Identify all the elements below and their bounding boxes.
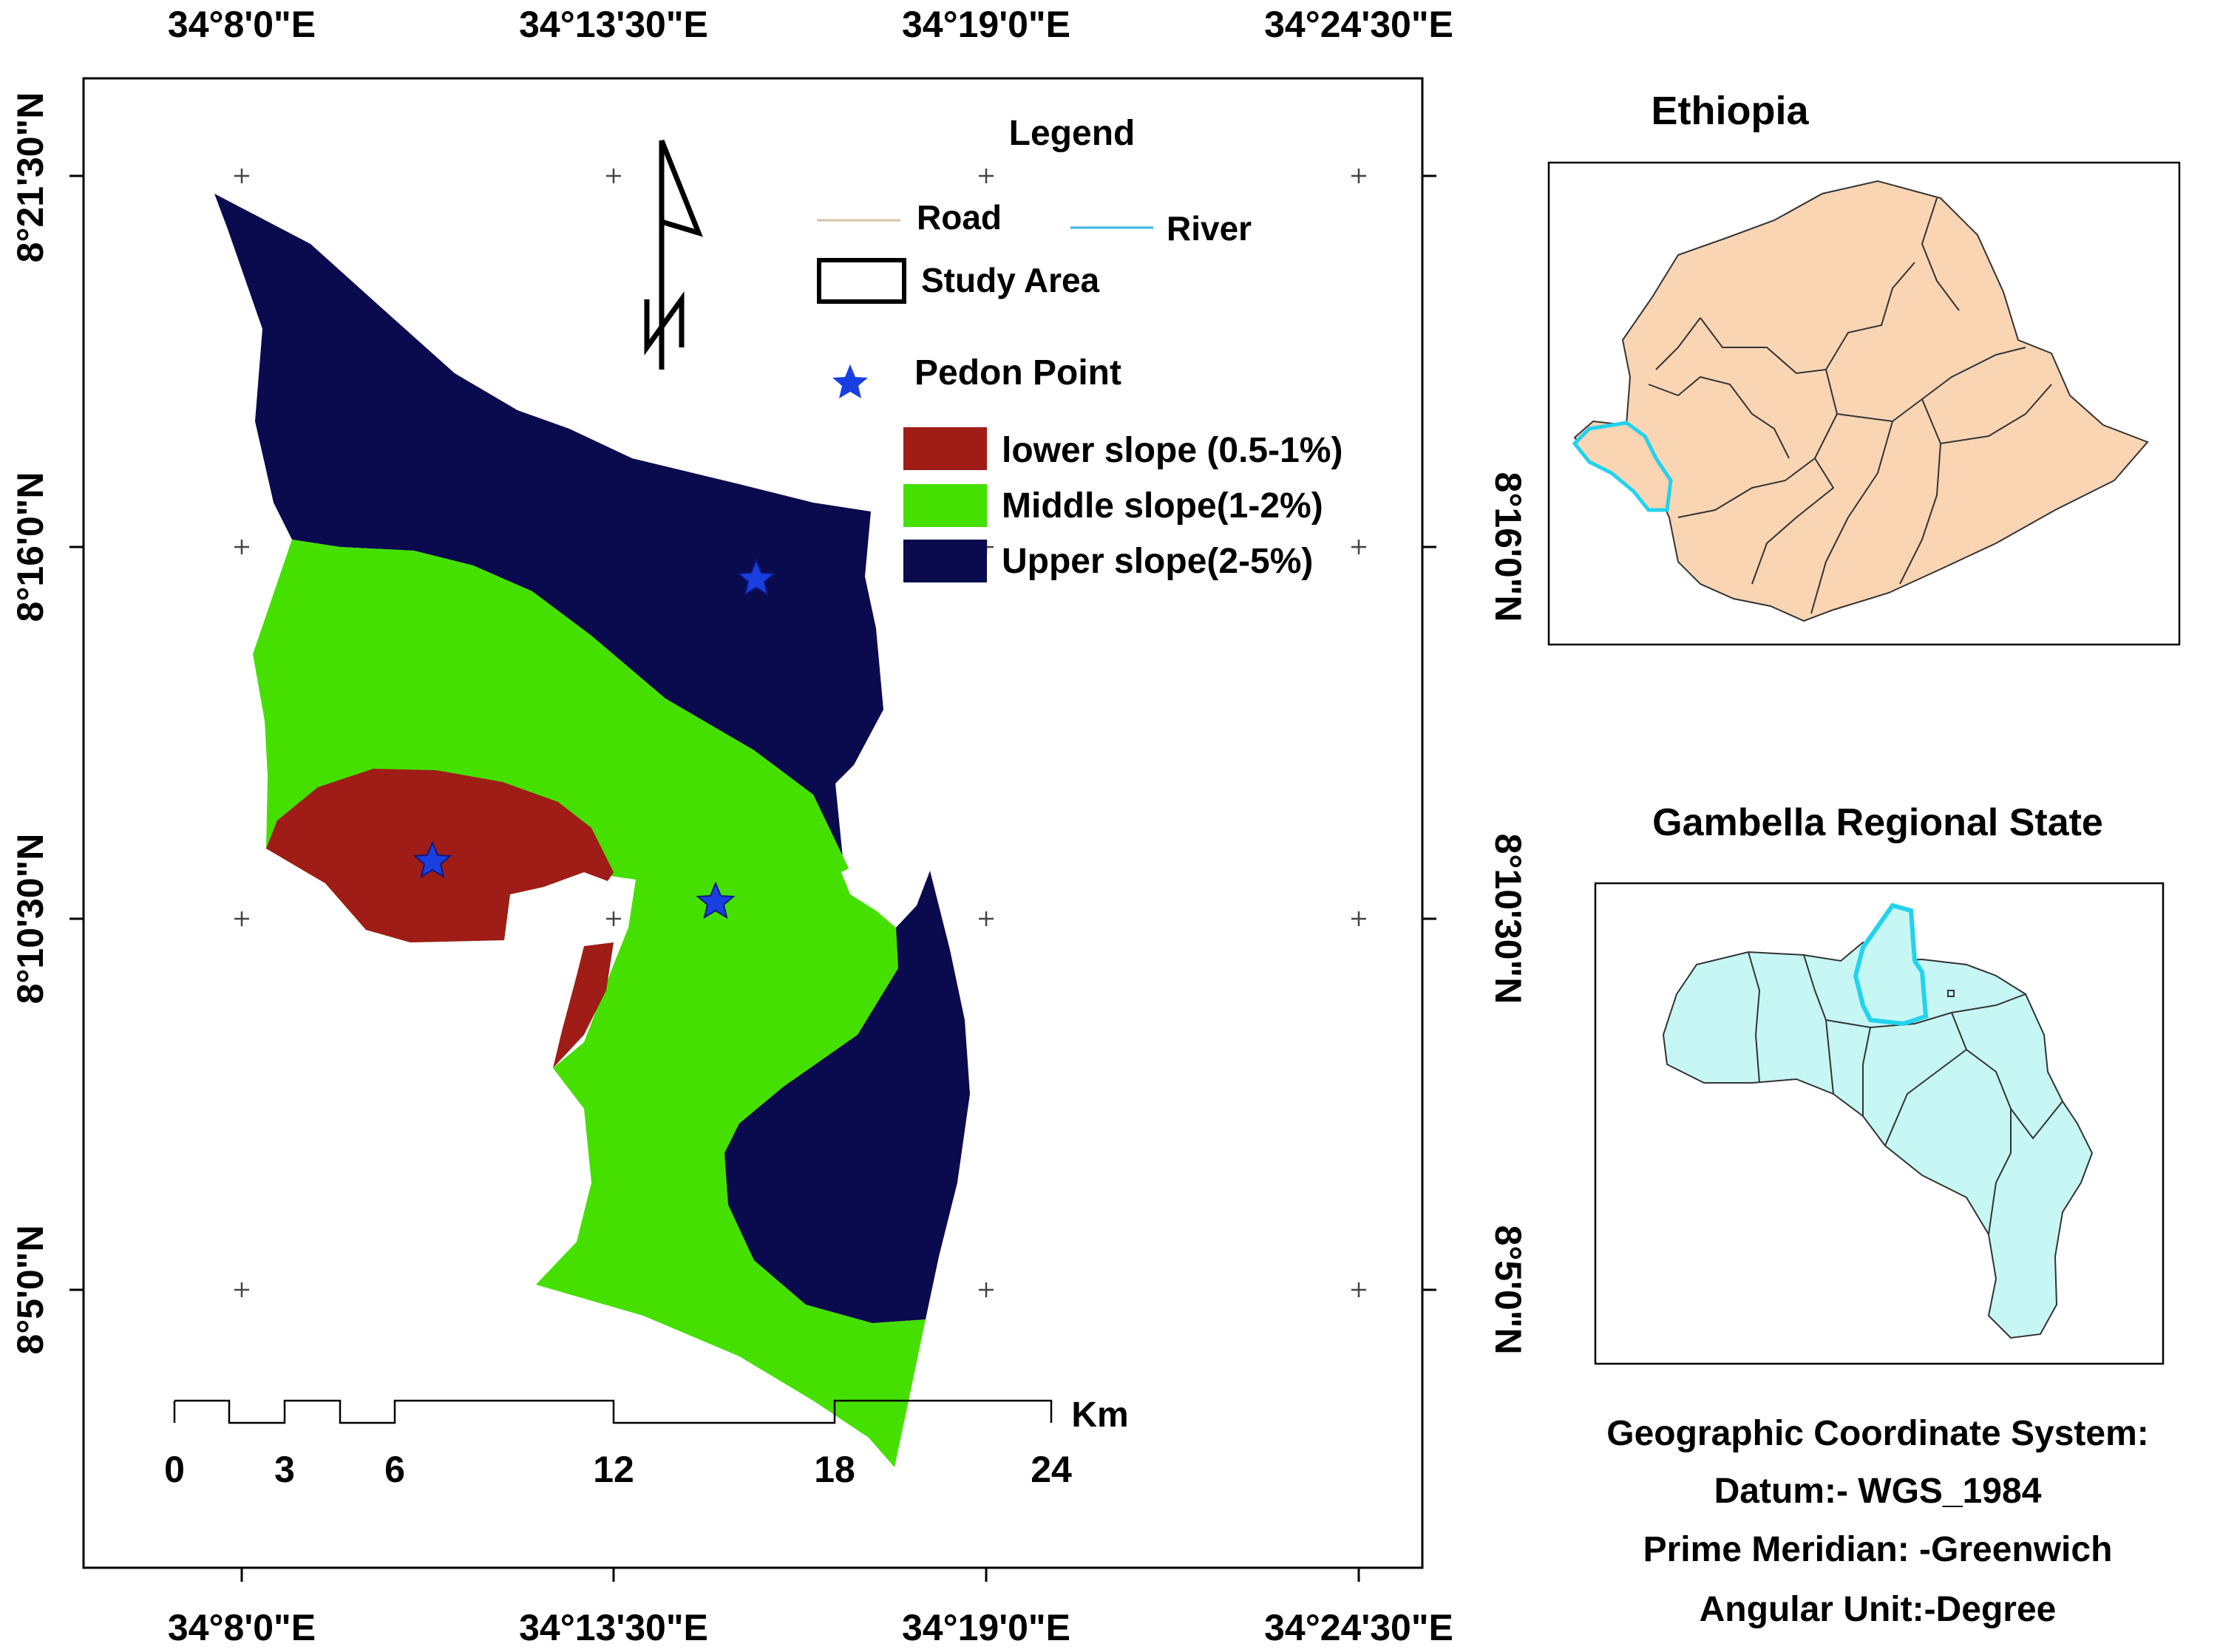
legend-upper-slope-label: Upper slope(2-5%) xyxy=(1002,542,1313,581)
ethiopia-inset: Ethiopia xyxy=(1547,89,2181,646)
legend-title: Legend xyxy=(1009,114,1136,153)
legend-pedon-label: Pedon Point xyxy=(914,353,1121,392)
scale-tick-18: 18 xyxy=(814,1449,855,1490)
scale-bar-unit: Km xyxy=(1071,1396,1128,1435)
lower-slope-lobe xyxy=(553,942,614,1068)
ethiopia-inset-title: Ethiopia xyxy=(1652,89,1810,133)
legend-river-label: River xyxy=(1167,209,1252,248)
coord-system-line-2: Datum:- WGS_1984 xyxy=(1714,1472,2042,1511)
legend-study-area-swatch xyxy=(817,258,906,304)
lon-label-bottom-1: 34°8'0"E xyxy=(168,1607,316,1648)
scale-tick-6: 6 xyxy=(384,1449,405,1490)
pedon-points xyxy=(413,558,776,920)
lon-label-bottom-2: 34°13'30"E xyxy=(519,1607,708,1648)
scale-tick-12: 12 xyxy=(593,1449,634,1490)
legend-study-area-label: Study Area xyxy=(921,261,1100,299)
lat-label-right-2: 8°10'30"N xyxy=(1487,834,1529,1005)
coord-system-line-3: Prime Meridian: -Greenwich xyxy=(1643,1530,2113,1569)
gambella-highlight-outline xyxy=(1572,421,1673,512)
gambella-inset-title: Gambella Regional State xyxy=(1652,801,2103,844)
lon-label-top-3: 34°19'0"E xyxy=(902,4,1070,45)
coordinate-system-info: Geographic Coordinate System: Datum:- WG… xyxy=(1606,1414,2148,1629)
lat-label-left-1: 8°21'30"N xyxy=(10,92,51,263)
lon-label-top-1: 34°8'0"E xyxy=(168,4,316,45)
legend-middle-slope-label: Middle slope(1-2%) xyxy=(1002,486,1323,526)
legend-lower-slope-swatch xyxy=(903,427,987,470)
scale-bar: Km 0 3 6 12 18 24 xyxy=(164,1396,1129,1490)
lon-label-top-2: 34°13'30"E xyxy=(519,4,708,45)
legend-pedon-star-icon xyxy=(832,364,868,398)
north-arrow-icon xyxy=(644,139,703,370)
lat-label-left-3: 8°10'30"N xyxy=(10,834,51,1005)
scale-tick-0: 0 xyxy=(164,1449,185,1490)
top-longitude-labels: 34°8'0"E 34°13'30"E 34°19'0"E 34°24'30"E xyxy=(168,4,1453,45)
legend-road-label: Road xyxy=(917,198,1002,237)
left-latitude-labels: 8°21'30"N 8°16'0"N 8°10'30"N 8°5'0"N xyxy=(10,92,51,1355)
pedon-point-2 xyxy=(413,840,452,879)
lat-label-left-4: 8°5'0"N xyxy=(10,1225,51,1354)
coord-system-line-1: Geographic Coordinate System: xyxy=(1606,1414,2148,1453)
gambella-region-shape xyxy=(1662,941,2094,1339)
gambella-small-feature xyxy=(1947,990,1955,997)
scale-tick-24: 24 xyxy=(1031,1449,1072,1490)
lat-label-right-1: 8°16'0"N xyxy=(1487,472,1529,622)
gambella-inset: Gambella Regional State xyxy=(1594,801,2165,1365)
legend: Legend Road River Study Area Pedon Point… xyxy=(817,114,1342,582)
study-area-highlight-outline xyxy=(1853,903,1929,1027)
legend-upper-slope-swatch xyxy=(903,540,987,582)
upper-slope-north-area xyxy=(214,194,883,869)
lon-label-bottom-3: 34°19'0"E xyxy=(902,1607,1070,1648)
lat-label-left-2: 8°16'0"N xyxy=(10,472,51,622)
legend-middle-slope-swatch xyxy=(903,484,987,527)
bottom-longitude-labels: 34°8'0"E 34°13'30"E 34°19'0"E 34°24'30"E xyxy=(168,1607,1453,1648)
scale-bar-segments xyxy=(173,1399,1053,1424)
lat-label-right-3: 8°5'0"N xyxy=(1487,1225,1529,1354)
upper-slope-southeast-area xyxy=(724,871,970,1323)
gambella-district-boundaries xyxy=(1748,951,2063,1235)
lon-label-bottom-4: 34°24'30"E xyxy=(1264,1607,1453,1648)
ethiopia-region-boundaries xyxy=(1648,197,2052,614)
pedon-point-1 xyxy=(736,558,776,596)
coord-system-line-4: Angular Unit:-Degree xyxy=(1700,1590,2057,1629)
pedon-point-3 xyxy=(696,881,736,920)
frame-ticks xyxy=(69,174,1436,1582)
lon-label-top-4: 34°24'30"E xyxy=(1264,4,1453,45)
scale-tick-3: 3 xyxy=(274,1449,295,1490)
legend-lower-slope-label: lower slope (0.5-1%) xyxy=(1002,431,1342,470)
right-latitude-labels: 8°16'0"N 8°10'30"N 8°5'0"N xyxy=(1487,472,1529,1355)
